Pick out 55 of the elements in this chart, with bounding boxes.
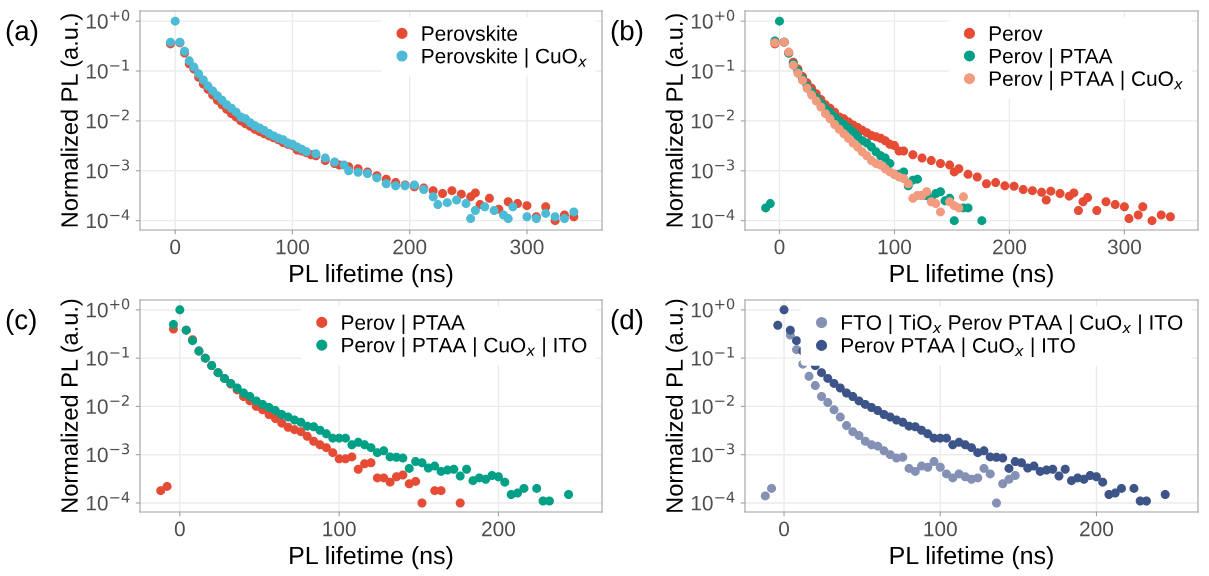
x-axis-title: PL lifetime (ns) (290, 264, 453, 288)
x-tick-label: 0 (779, 521, 790, 537)
legend-label: Perovskite (422, 25, 518, 41)
y-axis-title: Normalized PL (a.u.) (665, 299, 688, 512)
y-tick-label: 10$^{−2}$ (691, 109, 734, 129)
y-tick-label: 10$^{−1}$ (691, 346, 734, 366)
y-tick-label: 10$^{−3}$ (691, 159, 735, 179)
y-tick-label: 10$^{−1}$ (86, 59, 129, 79)
y-axis-title: Normalized PL (a.u.) (60, 14, 83, 227)
chart-title: (c) (6, 309, 36, 335)
y-tick-label: 10$^{+0}$ (86, 298, 130, 318)
x-tick-label: 300 (1107, 239, 1141, 255)
x-tick-label: 200 (993, 239, 1027, 255)
y-tick-label: 10$^{−4}$ (86, 491, 130, 511)
y-tick-label: 10$^{−3}$ (86, 159, 130, 179)
x-tick-label: 100 (276, 239, 309, 255)
y-axis-title: Normalized PL (a.u.) (60, 299, 83, 512)
chart-title: (d) (611, 309, 643, 335)
legend-label: Perovskite | CuO$_{x}$ (422, 48, 587, 68)
y-tick-label: 10$^{+0}$ (691, 9, 735, 29)
legend-label: Perov | PTAA (342, 314, 465, 335)
y-tick-label: 10$^{+0}$ (691, 298, 735, 318)
y-tick-label: 10$^{−2}$ (691, 395, 734, 415)
legend-label: Perov | PTAA | CuO$_{x}$ | ITO (342, 337, 587, 357)
y-tick-label: 10$^{−4}$ (86, 209, 130, 229)
legend-label: Perov | PTAA | CuO$_{x}$ (989, 70, 1183, 91)
y-tick-label: 10$^{−1}$ (691, 59, 734, 79)
legend-label: FTO | TiO$_{x}$ Perov PTAA | CuO$_{x}$ | ITO (842, 314, 1183, 335)
x-tick-label: 0 (774, 239, 785, 255)
x-tick-label: 200 (1080, 521, 1114, 537)
x-tick-label: 0 (174, 521, 185, 537)
legend-label: Perov PTAA | CuO$_{x}$ | ITO (842, 337, 1075, 358)
legend-label: Perov (989, 26, 1043, 41)
y-tick-label: 10$^{−3}$ (86, 443, 130, 463)
x-axis-title: PL lifetime (ns) (290, 546, 453, 570)
x-tick-label: 100 (924, 521, 957, 537)
y-tick-label: 10$^{−3}$ (691, 443, 735, 463)
y-tick-label: 10$^{−4}$ (691, 491, 735, 511)
chart-title: (b) (611, 20, 643, 46)
x-tick-label: 0 (170, 239, 181, 255)
x-tick-label: 200 (393, 239, 427, 255)
y-tick-label: 10$^{−4}$ (691, 209, 735, 229)
x-tick-label: 100 (323, 521, 356, 537)
y-tick-label: 10$^{−2}$ (86, 109, 129, 129)
y-tick-label: 10$^{−2}$ (86, 395, 129, 415)
y-axis-title: Normalized PL (a.u.) (665, 14, 688, 227)
y-tick-label: 10$^{+0}$ (86, 9, 130, 29)
x-tick-label: 200 (482, 521, 516, 537)
x-tick-label: 100 (878, 239, 912, 255)
x-axis-title: PL lifetime (ns) (890, 546, 1053, 570)
x-tick-label: 300 (510, 239, 544, 255)
chart-title: (a) (6, 20, 38, 46)
x-axis-title: PL lifetime (ns) (890, 264, 1053, 288)
legend-label: Perov | PTAA (989, 48, 1113, 68)
y-tick-label: 10$^{−1}$ (86, 346, 129, 366)
